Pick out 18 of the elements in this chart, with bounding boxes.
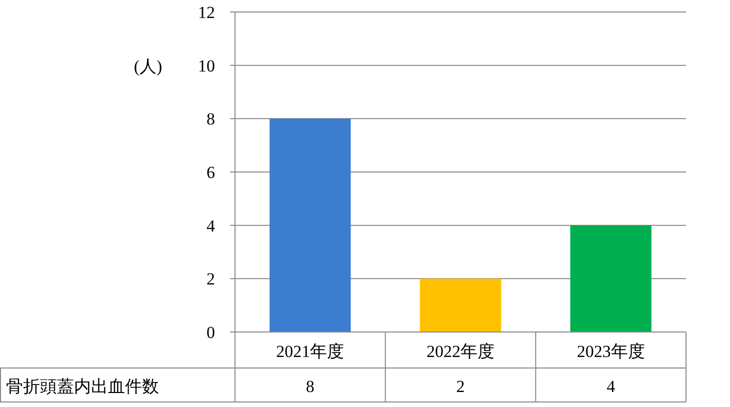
x-tick-label: 2023年度 — [576, 342, 645, 361]
bar — [570, 225, 652, 332]
bar — [420, 278, 502, 332]
y-tick-label: 4 — [206, 216, 216, 236]
bar — [270, 118, 351, 332]
data-label: 4 — [606, 377, 616, 396]
data-label: 2 — [456, 377, 465, 396]
y-tick-label: 8 — [206, 110, 215, 129]
y-tick-label: 10 — [198, 56, 215, 76]
data-label: 8 — [306, 377, 314, 396]
y-tick-label: 2 — [206, 270, 215, 289]
y-tick-label: 12 — [198, 3, 215, 22]
x-tick-label: 2021年度 — [276, 342, 344, 361]
text: 骨折頭蓋内出血件数 — [6, 377, 159, 396]
y-tick-label: 0 — [206, 323, 215, 342]
x-tick-label: 2022年度 — [426, 342, 494, 361]
y-axis-title: (人) — [134, 57, 162, 76]
y-tick-label: 6 — [206, 163, 215, 182]
